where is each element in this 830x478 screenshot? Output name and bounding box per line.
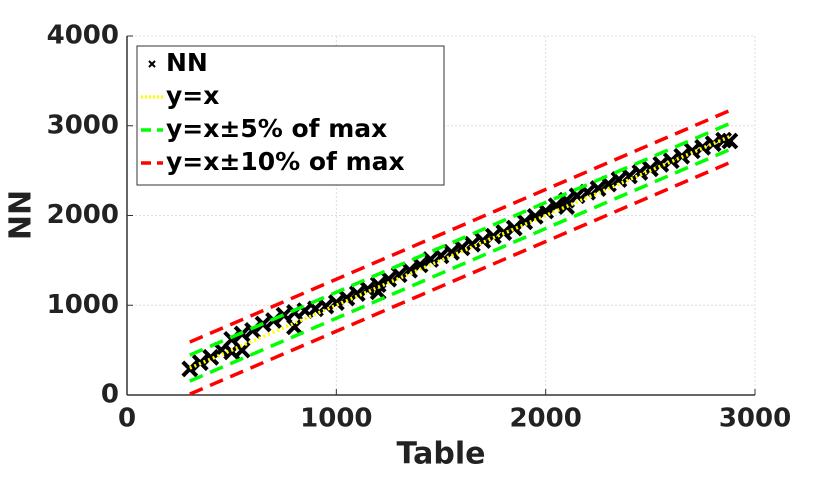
- x-axis-label: Table: [397, 437, 486, 472]
- point: [463, 235, 481, 253]
- point: [348, 285, 366, 302]
- x-tick-label: 2000: [509, 404, 581, 434]
- point: [390, 266, 408, 284]
- point: [474, 232, 492, 250]
- band-line: [189, 121, 733, 357]
- band-line: [189, 160, 733, 396]
- band-line: [189, 107, 733, 344]
- point: [401, 261, 419, 279]
- point: [589, 180, 607, 197]
- y-tick-label: 2000: [47, 200, 119, 230]
- point: [704, 135, 722, 153]
- legend-label: y=x±5% of max: [166, 114, 387, 143]
- point: [631, 164, 649, 181]
- point: [652, 155, 670, 173]
- point: [721, 132, 739, 150]
- legend-box: [136, 45, 445, 186]
- point: [327, 294, 345, 311]
- point: [610, 171, 628, 189]
- point: [694, 138, 712, 156]
- point: [317, 297, 335, 315]
- y-axis-label: NN: [4, 190, 39, 240]
- point: [662, 152, 680, 170]
- x-tick-label: 3000: [719, 404, 791, 434]
- x-tick-label: 1000: [300, 404, 372, 434]
- point: [558, 198, 576, 215]
- legend-label: y=x±10% of max: [166, 147, 405, 176]
- legend-marker: [148, 60, 156, 68]
- y-tick-label: 0: [101, 380, 119, 410]
- point: [516, 213, 534, 231]
- point: [620, 167, 638, 185]
- point: [286, 318, 303, 336]
- y-tick-label: 3000: [47, 110, 119, 140]
- y-tick-label: 1000: [47, 290, 119, 320]
- band-line: [189, 147, 733, 383]
- line: [189, 134, 733, 370]
- legend-label: y=x: [166, 81, 219, 110]
- point: [505, 219, 523, 237]
- legend-label: NN: [166, 48, 208, 77]
- point: [443, 243, 460, 261]
- x-tick-label: 0: [118, 404, 136, 434]
- point: [202, 348, 220, 366]
- y-tick-label: 4000: [47, 21, 119, 51]
